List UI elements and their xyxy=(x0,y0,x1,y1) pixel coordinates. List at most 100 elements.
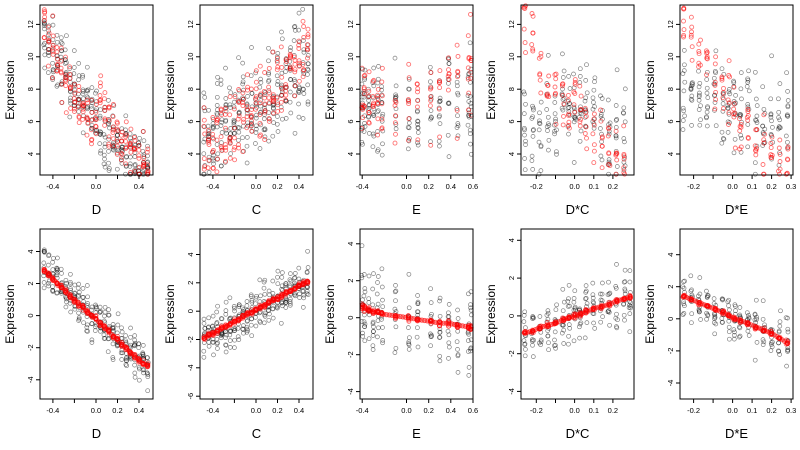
fitted-point xyxy=(605,133,611,139)
observed-point xyxy=(561,341,567,346)
fitted-point xyxy=(93,109,99,115)
fitted-point xyxy=(436,106,442,112)
observed-point xyxy=(132,370,138,376)
fitted-point xyxy=(253,79,259,85)
observed-point xyxy=(375,274,381,279)
fitted-point xyxy=(50,277,55,283)
observed-point xyxy=(291,77,297,82)
fitted-point xyxy=(591,111,597,117)
fitted-point xyxy=(561,113,566,119)
observed-point xyxy=(530,167,536,172)
observed-point xyxy=(392,306,398,312)
observed-point xyxy=(288,278,294,284)
observed-point xyxy=(522,341,528,347)
fitted-point xyxy=(296,63,302,69)
observed-point xyxy=(274,121,280,127)
observed-point xyxy=(467,131,473,137)
observed-point xyxy=(375,301,381,307)
observed-point xyxy=(733,93,738,98)
observed-point xyxy=(682,79,688,85)
y-tick-label: 2 xyxy=(507,276,516,280)
observed-point xyxy=(279,29,284,35)
fitted-point xyxy=(415,98,421,104)
fitted-point xyxy=(696,48,702,54)
fitted-point xyxy=(428,70,434,76)
observed-point xyxy=(731,78,736,84)
observed-point xyxy=(553,116,558,122)
observed-point xyxy=(560,308,566,314)
fitted-point xyxy=(80,109,86,115)
y-tick-label: 4 xyxy=(507,238,516,242)
observed-point xyxy=(266,288,272,294)
fitted-point xyxy=(248,310,254,316)
y-axis-label: Expression xyxy=(643,60,657,119)
observed-point xyxy=(437,313,443,319)
fitted-point xyxy=(688,34,694,40)
observed-point xyxy=(591,300,597,306)
fitted-point xyxy=(740,318,746,325)
observed-point xyxy=(428,286,433,292)
observed-point xyxy=(785,104,791,110)
fitted-point xyxy=(279,85,284,91)
observed-point xyxy=(58,35,64,41)
x-axis-label: D xyxy=(92,426,101,441)
fitted-point xyxy=(257,133,263,139)
observed-point xyxy=(371,329,376,334)
observed-point xyxy=(80,286,86,291)
y-tick-label: 4 xyxy=(666,152,675,156)
x-tick-label: 0.0 xyxy=(401,182,411,191)
observed-point xyxy=(380,340,385,346)
fitted-point xyxy=(745,135,751,141)
observed-point xyxy=(215,151,221,157)
observed-point xyxy=(304,269,310,275)
observed-point xyxy=(437,326,443,332)
observed-point xyxy=(466,331,472,337)
observed-point xyxy=(88,103,94,109)
observed-point xyxy=(688,273,694,279)
observed-point xyxy=(236,129,242,135)
fitted-point xyxy=(621,295,627,301)
observed-point xyxy=(599,157,605,163)
fitted-point xyxy=(76,97,82,103)
observed-point xyxy=(704,109,710,115)
observed-point xyxy=(223,65,228,71)
observed-point xyxy=(84,94,90,100)
observed-point xyxy=(577,324,582,330)
fitted-point xyxy=(703,48,709,54)
observed-point xyxy=(253,123,259,129)
observed-point xyxy=(106,160,111,166)
observed-point xyxy=(132,154,138,159)
observed-point xyxy=(607,322,612,328)
observed-point xyxy=(266,138,272,144)
fitted-point xyxy=(781,338,788,344)
fitted-point xyxy=(250,308,256,314)
fitted-point xyxy=(292,67,298,73)
fitted-point xyxy=(45,24,51,30)
observed-point xyxy=(266,317,272,323)
fitted-point xyxy=(102,325,108,331)
observed-point xyxy=(606,309,612,315)
fitted-point xyxy=(205,165,211,171)
fitted-point xyxy=(379,79,385,85)
fitted-point xyxy=(621,151,627,157)
fitted-point xyxy=(54,56,60,62)
fitted-point xyxy=(240,149,246,155)
observed-point xyxy=(746,333,752,338)
fitted-point xyxy=(375,100,380,106)
fitted-point xyxy=(41,35,47,40)
observed-point xyxy=(266,79,271,84)
y-tick-label: 4 xyxy=(346,152,355,156)
observed-point xyxy=(530,134,536,139)
fitted-point xyxy=(406,61,412,67)
observed-point xyxy=(374,291,380,297)
y-tick-label: 8 xyxy=(507,87,516,91)
observed-point xyxy=(202,95,208,100)
observed-point xyxy=(554,149,559,155)
y-tick-label: -4 xyxy=(507,388,516,395)
observed-point xyxy=(218,123,224,128)
fitted-point xyxy=(144,149,150,155)
observed-point xyxy=(696,293,701,299)
fitted-point xyxy=(375,95,381,101)
fitted-point xyxy=(552,84,558,90)
observed-point xyxy=(591,125,597,131)
